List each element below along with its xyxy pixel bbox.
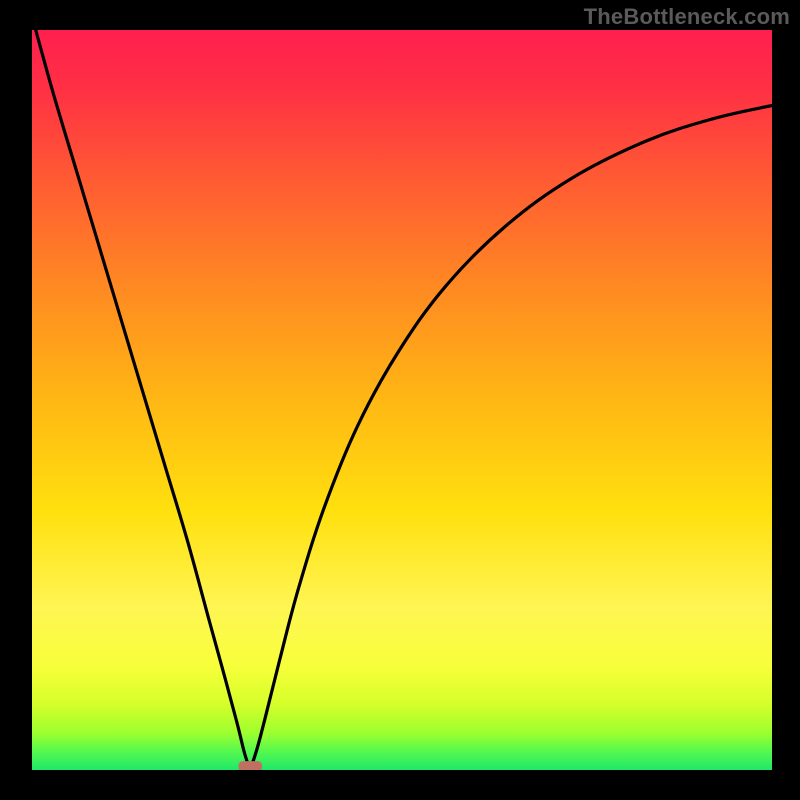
chart-container: TheBottleneck.com [0,0,800,800]
bottleneck-chart [0,0,800,800]
plot-background [32,30,772,770]
vertex-marker [238,761,262,771]
watermark-text: TheBottleneck.com [584,4,790,30]
